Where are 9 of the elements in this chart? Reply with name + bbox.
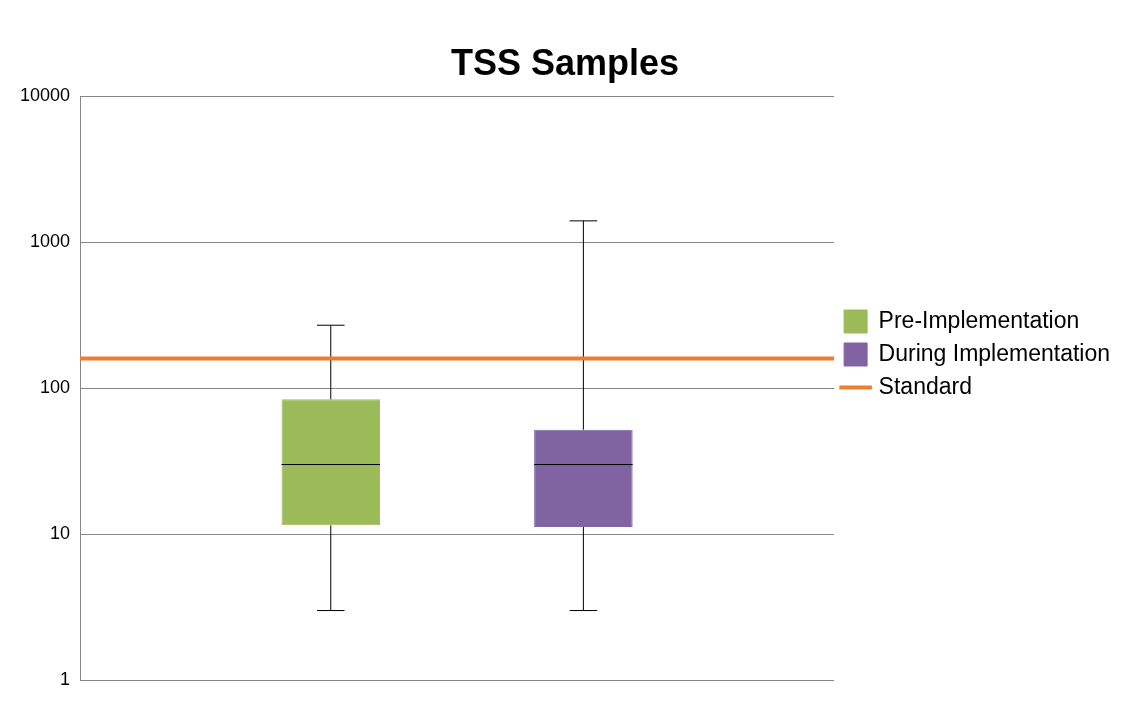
chart-title: TSS Samples bbox=[450, 41, 680, 83]
y-tick-label: 1000 bbox=[30, 231, 71, 252]
legend-label: Standard bbox=[878, 372, 972, 399]
y-tick-label: 10000 bbox=[19, 85, 71, 106]
y-tick-label: 100 bbox=[40, 377, 71, 398]
y-tick-label: 10 bbox=[50, 523, 71, 544]
y-tick-label: 1 bbox=[60, 669, 71, 690]
legend-label: Pre-Implementation bbox=[878, 306, 1080, 333]
legend-label: During Implementation bbox=[878, 339, 1111, 366]
